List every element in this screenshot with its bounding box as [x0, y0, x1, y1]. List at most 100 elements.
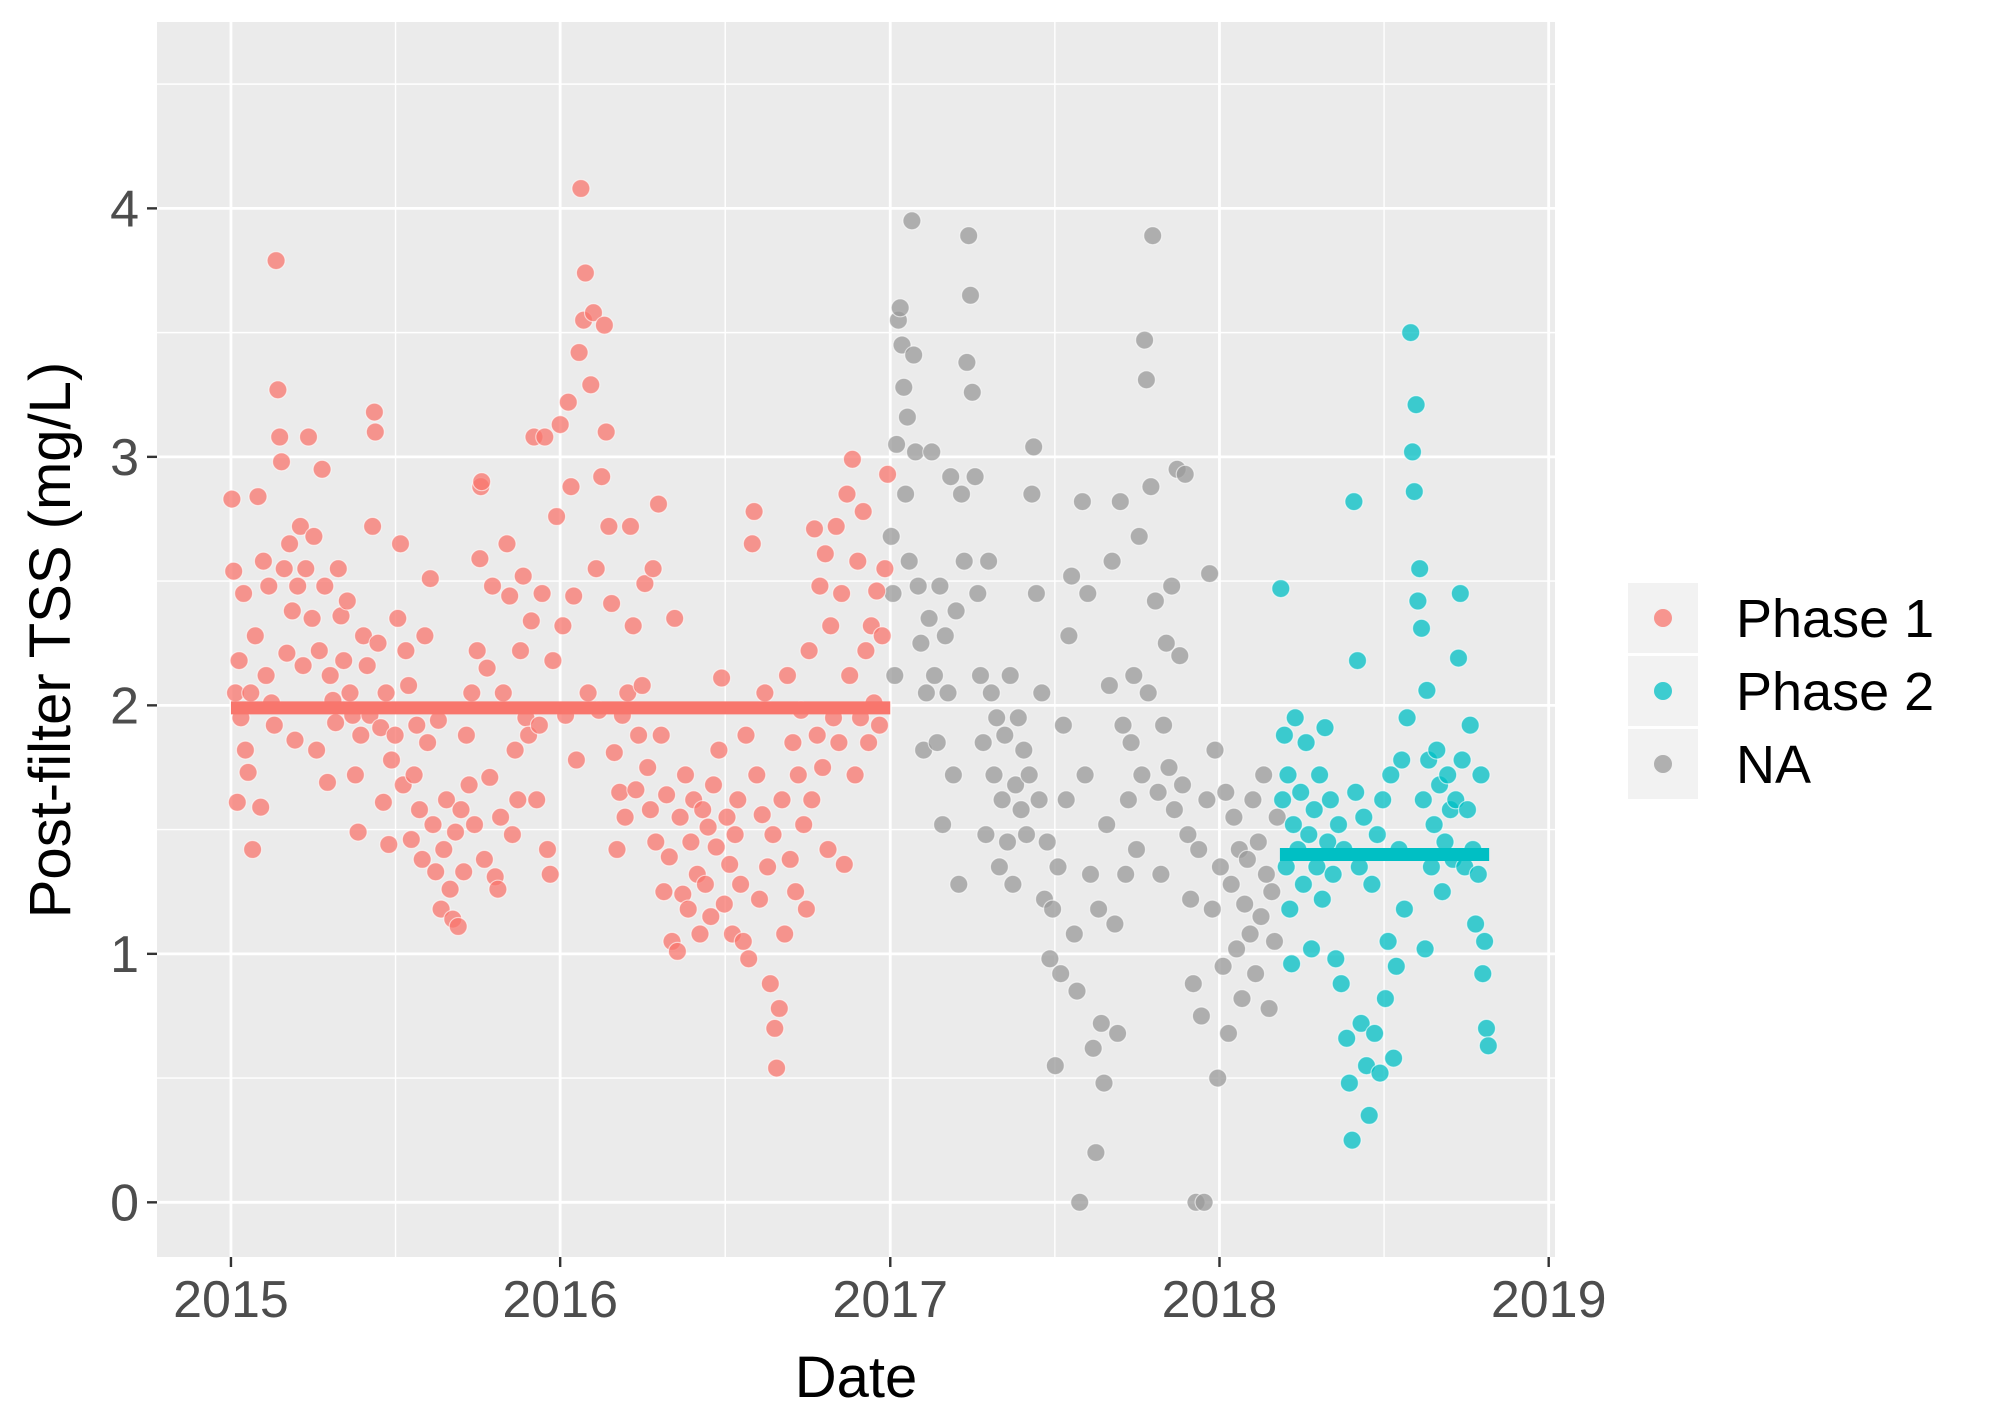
data-point-phase-1: [266, 251, 286, 271]
data-point-phase-1: [875, 559, 895, 579]
data-point-na: [1083, 1038, 1103, 1058]
data-point-na: [1126, 839, 1147, 860]
data-point-phase-1: [752, 805, 772, 825]
data-point-phase-1: [264, 715, 284, 735]
data-point-phase-2: [1281, 954, 1302, 974]
data-point-phase-2: [1312, 889, 1332, 909]
data-point-na: [1061, 566, 1082, 586]
data-point-phase-1: [626, 780, 646, 800]
major-gridlines: [157, 22, 1555, 1257]
data-point-phase-1: [436, 790, 457, 810]
data-point-phase-2: [1378, 931, 1398, 952]
data-point-phase-1: [842, 449, 863, 469]
data-point-phase-1: [508, 790, 528, 810]
data-point-na: [1121, 732, 1141, 753]
data-point-phase-1: [578, 683, 598, 703]
data-point-na: [1224, 807, 1244, 827]
data-point-na: [895, 484, 916, 504]
plot-panel: [157, 22, 1555, 1257]
data-point-phase-1: [238, 762, 258, 783]
data-point-phase-1: [757, 857, 778, 877]
data-point-phase-1: [728, 790, 748, 810]
data-point-na: [984, 765, 1004, 785]
data-point-phase-1: [564, 586, 584, 606]
data-point-phase-2: [1448, 648, 1469, 668]
x-axis-tick-labels: 2015 2016 2017 2018 2019: [173, 1271, 1606, 1329]
data-point-phase-2: [1331, 974, 1351, 994]
data-point-na: [1072, 492, 1093, 512]
data-point-na: [927, 732, 947, 753]
data-point-phase-1: [755, 683, 775, 703]
data-point-phase-2: [1339, 1073, 1360, 1093]
data-point-phase-2: [1415, 939, 1435, 959]
data-point-phase-1: [826, 516, 846, 537]
data-point-phase-1: [304, 526, 324, 547]
data-point-phase-2: [1397, 708, 1417, 728]
data-point-phase-1: [222, 489, 242, 509]
data-point-phase-2: [1359, 1105, 1379, 1126]
data-point-na: [968, 583, 988, 604]
data-point-na: [1208, 1068, 1228, 1088]
data-point-phase-2: [1473, 964, 1493, 984]
legend-marker-phase-1: [1654, 609, 1672, 627]
data-point-phase-1: [711, 668, 732, 688]
data-point-phase-1: [320, 665, 340, 686]
data-point-phase-1: [648, 494, 669, 514]
data-point-phase-2: [1354, 807, 1374, 827]
data-point-phase-1: [553, 616, 573, 636]
data-point-na: [989, 857, 1010, 877]
data-point-na: [946, 601, 966, 621]
data-point-phase-2: [1404, 482, 1424, 502]
data-point-na: [1048, 857, 1068, 877]
data-point-phase-1: [288, 576, 308, 596]
data-point-phase-1: [235, 740, 255, 760]
data-point-phase-1: [241, 683, 261, 703]
data-point-phase-1: [459, 775, 479, 795]
data-point-phase-1: [290, 516, 310, 537]
data-point-phase-1: [527, 790, 547, 810]
data-point-phase-2: [1424, 814, 1444, 835]
data-point-phase-1: [717, 807, 737, 827]
data-point-na: [899, 551, 919, 571]
data-point-phase-1: [760, 974, 780, 994]
data-point-na: [881, 526, 901, 547]
data-point-phase-1: [491, 807, 511, 827]
data-point-na: [1059, 626, 1079, 646]
data-point-phase-1: [420, 568, 440, 589]
data-point-na: [938, 683, 958, 703]
data-point-phase-1: [812, 757, 833, 778]
data-point-na: [930, 576, 950, 596]
data-point-na: [1037, 832, 1057, 852]
data-point-phase-2: [1323, 864, 1343, 884]
data-point-phase-2: [1309, 765, 1330, 785]
data-point-na: [949, 874, 969, 894]
data-point-na: [1094, 1073, 1114, 1093]
data-point-phase-1: [259, 576, 279, 596]
legend: Phase 1 Phase 2 NA: [1628, 583, 1934, 799]
data-point-phase-1: [623, 616, 643, 636]
data-point-phase-1: [659, 847, 679, 867]
data-point-phase-1: [546, 506, 567, 527]
data-point-phase-1: [853, 501, 873, 522]
data-point-phase-1: [271, 452, 292, 472]
data-point-phase-1: [298, 427, 319, 447]
data-point-phase-2: [1301, 939, 1322, 959]
data-point-phase-1: [693, 800, 713, 820]
data-point-phase-1: [815, 544, 835, 564]
data-point-phase-1: [368, 633, 388, 653]
data-point-na: [1191, 1006, 1212, 1026]
data-point-na: [919, 608, 939, 629]
y-axis-tick-labels: 0 1 2 3 4: [110, 180, 139, 1232]
data-point-phase-1: [467, 641, 487, 661]
data-point-phase-1: [245, 626, 265, 646]
data-point-na: [1210, 857, 1231, 877]
x-tick-label: 2018: [1162, 1271, 1278, 1329]
data-point-phase-2: [1320, 790, 1341, 810]
data-point-phase-1: [502, 824, 523, 845]
data-point-phase-1: [872, 626, 892, 646]
data-point-na: [1026, 583, 1047, 604]
data-point-na: [1145, 591, 1166, 611]
data-point-phase-1: [357, 655, 377, 676]
data-point-na: [957, 352, 977, 372]
legend-label-na: NA: [1736, 735, 1811, 795]
